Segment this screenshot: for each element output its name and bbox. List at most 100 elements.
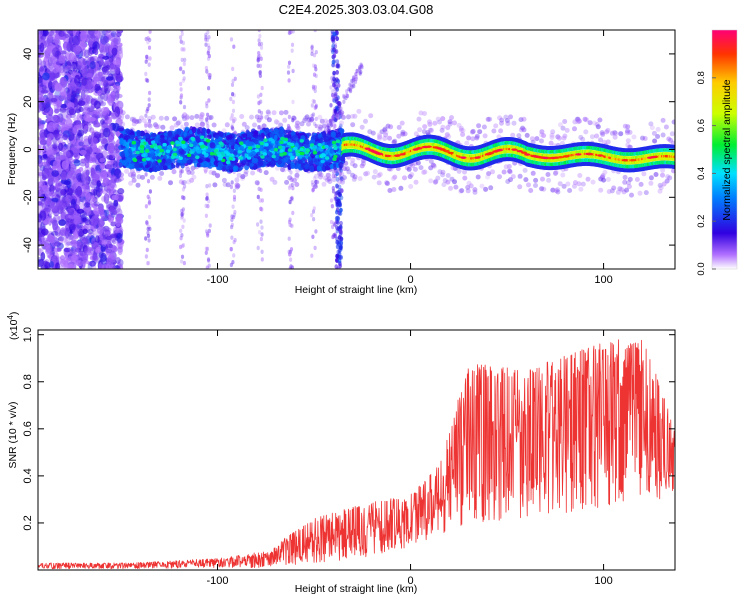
spectrogram-cell [641, 171, 647, 177]
spectrogram-cell [204, 213, 208, 218]
spectrogram-cell [86, 72, 93, 78]
spectrogram-cell [360, 161, 366, 167]
spectrogram-cell [53, 107, 60, 115]
spectrogram-cell [417, 127, 423, 133]
spectrogram-cell [310, 44, 314, 49]
spectrogram-cell [118, 42, 123, 47]
spectrogram-cell [428, 178, 434, 184]
spectrogram-cell [331, 59, 336, 65]
spectrogram-cell [523, 177, 529, 183]
spectrogram-cell [416, 116, 422, 122]
spectrogram-cell [90, 215, 99, 226]
spectrogram-cell [452, 120, 457, 126]
spectrogram-cell [38, 30, 43, 38]
spectrogram-cell [147, 45, 152, 50]
spectrogram-cell [653, 172, 659, 177]
spectrogram-cell [61, 259, 69, 265]
spectrogram-cell [413, 179, 419, 185]
spectrogram-cell [221, 177, 227, 183]
spectrogram-cell [427, 119, 432, 125]
spectrogram-cell [51, 197, 59, 203]
spectrogram-cell [600, 131, 606, 137]
spectrogram-cell [345, 92, 349, 98]
spectrogram-cell [178, 66, 183, 72]
spectrogram-cell [594, 133, 600, 139]
spectrogram-cell [256, 245, 260, 251]
spectrogram-cell [98, 217, 104, 229]
spectrogram-cell [474, 135, 480, 141]
spectrogram-cell [180, 31, 184, 37]
spectrogram-cell [176, 162, 181, 166]
spectrogram-cell [290, 42, 295, 47]
spectrogram-cell [314, 179, 320, 185]
spectrogram-cell [572, 180, 578, 186]
spectrogram-cell [318, 172, 324, 178]
spectrogram-cell [258, 33, 262, 39]
spectrogram-cell [231, 260, 235, 265]
spectrogram-cell [230, 180, 234, 185]
spectrogram-cell [179, 244, 183, 250]
spectrogram-cell [78, 141, 84, 147]
spectrogram-cell [453, 184, 459, 190]
spectrogram-cell [92, 68, 100, 73]
spectrogram-cell [312, 217, 316, 222]
spectrogram-cell [518, 117, 524, 123]
spectrogram-cell [541, 186, 547, 192]
spectrogram-cell [615, 189, 621, 195]
spectrogram-cell [50, 231, 59, 236]
spectrogram-cell [335, 87, 340, 92]
spectrogram-cell [110, 232, 116, 243]
spectrogram-cell [111, 194, 119, 201]
spectrogram-cell [110, 31, 117, 37]
spectrogram-cell [146, 230, 150, 236]
spectrogram-cell [481, 124, 487, 130]
spectrogram-cell [256, 117, 262, 123]
spectrogram-cell [99, 46, 108, 58]
spectrogram-cell [565, 181, 571, 187]
spectrogram-cell [456, 122, 462, 128]
spectrogram-cell [422, 111, 427, 116]
spectrogram-cell [94, 83, 101, 92]
spectrogram-cell [112, 122, 120, 132]
spectrogram-cell [598, 137, 603, 143]
spectrogram-cell [234, 182, 240, 188]
spectrogram-cell [86, 155, 93, 162]
spectrogram-cell [60, 95, 67, 101]
spectrogram-cell [179, 93, 184, 98]
spectrogram-cell [533, 183, 538, 188]
spectrogram-cell [291, 210, 295, 216]
spectrogram-cell [39, 139, 47, 146]
spectrogram-cell [254, 180, 260, 186]
spectrogram-cell [147, 97, 151, 102]
spectrogram-cell [444, 132, 450, 138]
spectrogram-cell [387, 135, 392, 141]
spectrogram-cell [225, 182, 231, 188]
spectrogram-cell [178, 173, 183, 178]
spectrogram-cell [100, 137, 108, 145]
spectrogram-cell [289, 264, 293, 269]
spectrogram-cell [150, 114, 156, 120]
spectrogram-cell [396, 133, 402, 139]
spectrogram-cell [93, 100, 101, 109]
spectrogram-cell [243, 171, 249, 177]
spectrogram-cell [86, 83, 95, 94]
spectrogram-cell [287, 236, 291, 241]
spectrogram-cell [50, 114, 58, 122]
spectrogram-cell [144, 71, 148, 77]
spectrogram-cell [144, 59, 148, 64]
spectrogram-cell [376, 180, 382, 186]
spectrogram-cell [62, 133, 69, 141]
spectrogram-cell [101, 263, 109, 269]
spectrogram-cell [54, 33, 59, 40]
spectrogram-cell [117, 188, 125, 195]
spectrogram-cell [92, 230, 100, 236]
spectrogram-cell [560, 172, 566, 178]
spectrogram-cell [60, 255, 65, 261]
spectrogram-cell [530, 170, 536, 176]
spectrogram-cell [406, 166, 412, 172]
spectrogram-cell [657, 188, 663, 194]
spectrogram-cell [585, 176, 591, 182]
spectrogram-cell [146, 260, 151, 266]
spectrogram-cell [205, 37, 210, 43]
